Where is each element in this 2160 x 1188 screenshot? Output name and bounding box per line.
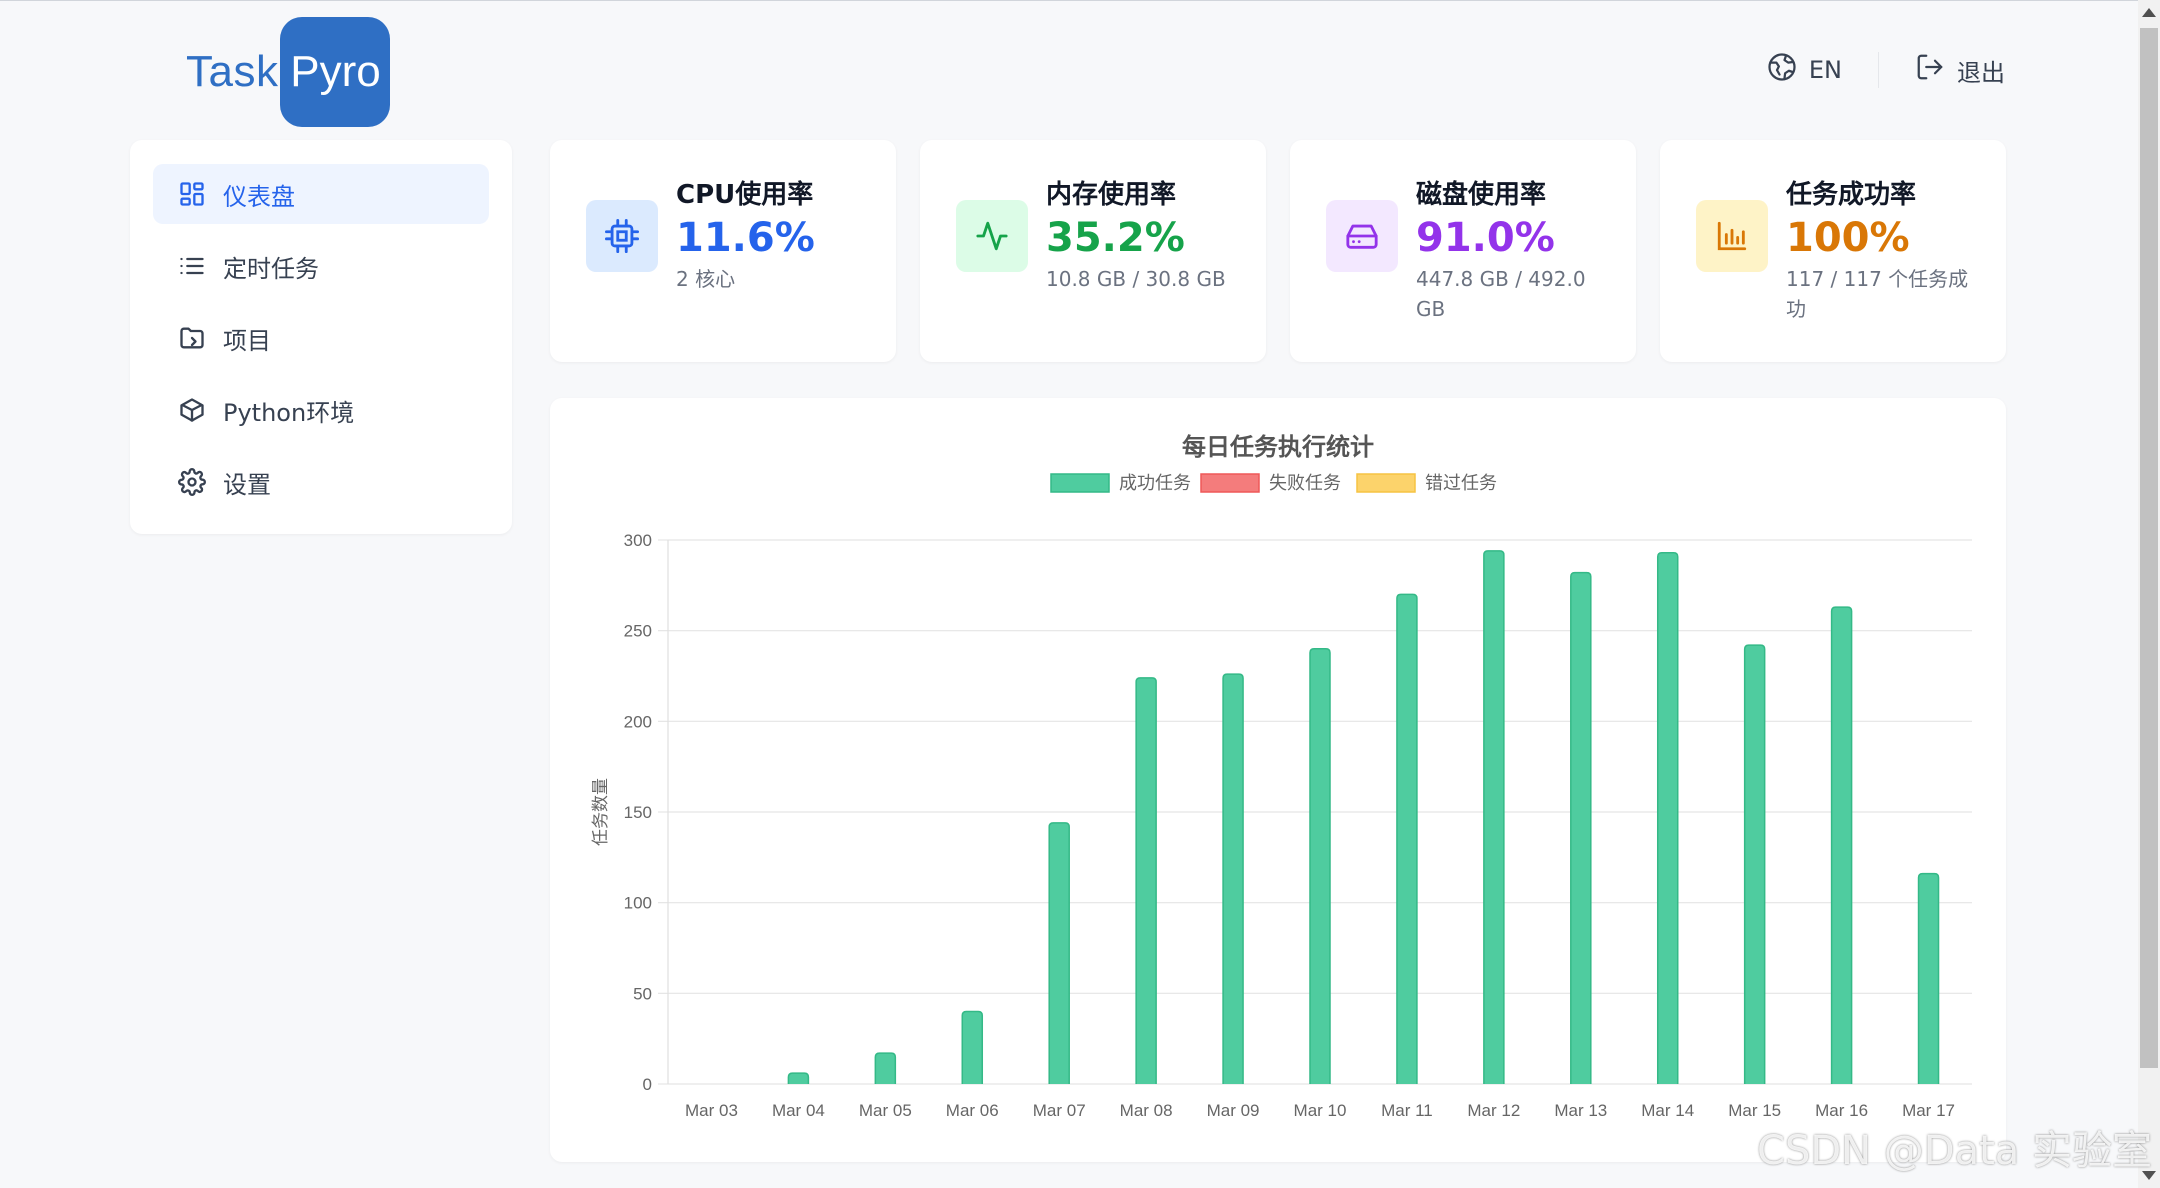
sidebar-item-settings[interactable]: 设置 xyxy=(153,452,489,512)
bar-success xyxy=(1309,648,1331,1084)
cpu-icon xyxy=(586,200,658,272)
sidebar-item-python-env[interactable]: Python环境 xyxy=(153,380,489,440)
x-tick-label: Mar 12 xyxy=(1467,1101,1520,1120)
stat-subtext: 10.8 GB / 30.8 GB xyxy=(1046,267,1226,291)
y-tick-label: 150 xyxy=(624,803,652,822)
legend-label: 错过任务 xyxy=(1425,473,1497,493)
bar-success xyxy=(1048,822,1070,1084)
x-tick-label: Mar 10 xyxy=(1294,1101,1347,1120)
legend-swatch xyxy=(1200,473,1260,493)
activity-icon xyxy=(956,200,1028,272)
folder-icon xyxy=(175,321,209,355)
bar-success xyxy=(1396,593,1418,1084)
list-icon xyxy=(175,249,209,283)
header-divider xyxy=(1878,52,1879,88)
scrollbar-thumb[interactable] xyxy=(2140,28,2158,1068)
cube-icon xyxy=(175,393,209,427)
language-label: EN xyxy=(1808,56,1842,84)
sidebar-item-label: 仪表盘 xyxy=(223,182,295,211)
x-tick-label: Mar 03 xyxy=(685,1101,738,1120)
x-tick-label: Mar 09 xyxy=(1207,1101,1260,1120)
sidebar-item-label: 项目 xyxy=(223,326,271,355)
stat-subtext: 2 核心 xyxy=(676,267,736,291)
sidebar-item-label: 定时任务 xyxy=(223,254,319,283)
x-tick-label: Mar 14 xyxy=(1641,1101,1694,1120)
x-tick-label: Mar 06 xyxy=(946,1101,999,1120)
x-tick-label: Mar 04 xyxy=(772,1101,825,1120)
stat-card-success-rate: 任务成功率 100% 117 / 117 个任务成功 xyxy=(1660,140,2006,362)
x-tick-label: Mar 05 xyxy=(859,1101,912,1120)
x-tick-label: Mar 17 xyxy=(1902,1101,1955,1120)
stat-subtext: 447.8 GB / 492.0 GB xyxy=(1416,267,1586,321)
sidebar-item-label: 设置 xyxy=(223,470,271,499)
chart-title: 每日任务执行统计 xyxy=(1182,433,1374,461)
bar-chart-icon xyxy=(1696,200,1768,272)
x-tick-label: Mar 07 xyxy=(1033,1101,1086,1120)
bar-success xyxy=(1135,677,1157,1084)
y-tick-label: 100 xyxy=(624,894,652,913)
sidebar-item-dashboard[interactable]: 仪表盘 xyxy=(153,164,489,224)
y-tick-label: 0 xyxy=(643,1075,652,1094)
y-tick-label: 250 xyxy=(624,622,652,641)
bar-success xyxy=(1656,551,1679,1084)
stat-value: 11.6% xyxy=(676,215,815,261)
x-tick-label: Mar 13 xyxy=(1554,1101,1607,1120)
y-axis-label: 任务数量 xyxy=(591,778,610,846)
watermark: CSDN @Data 实验室 xyxy=(1757,1128,2152,1174)
stat-title: 内存使用率 xyxy=(1046,180,1177,210)
stat-value: 91.0% xyxy=(1416,215,1555,261)
stat-card-memory: 内存使用率 35.2% 10.8 GB / 30.8 GB xyxy=(920,140,1266,362)
legend-swatch xyxy=(1356,473,1416,493)
bar-success xyxy=(1222,673,1244,1084)
page-scrollbar[interactable] xyxy=(2138,0,2160,1188)
y-tick-label: 300 xyxy=(624,531,652,550)
bar-success xyxy=(1917,872,1940,1084)
bar-success xyxy=(1830,606,1853,1084)
bar-success xyxy=(961,1010,984,1084)
sidebar-item-label: Python环境 xyxy=(223,398,355,427)
bar-success xyxy=(1570,571,1592,1084)
sidebar-item-scheduled-tasks[interactable]: 定时任务 xyxy=(153,236,489,296)
globe-icon xyxy=(1767,52,1797,88)
top-border xyxy=(0,0,2160,1)
hard-drive-icon xyxy=(1326,200,1398,272)
stat-card-cpu: CPU使用率 11.6% 2 核心 xyxy=(550,140,896,362)
bar-success xyxy=(1743,644,1766,1084)
stat-title: CPU使用率 xyxy=(676,180,814,210)
scroll-down-icon[interactable] xyxy=(2142,1171,2156,1180)
logo-text-pyro: Pyro xyxy=(280,17,391,127)
stat-title: 磁盘使用率 xyxy=(1416,180,1547,210)
x-tick-label: Mar 15 xyxy=(1728,1101,1781,1120)
stat-card-disk: 磁盘使用率 91.0% 447.8 GB / 492.0 GB xyxy=(1290,140,1636,362)
logout-icon xyxy=(1915,52,1945,88)
logout-button[interactable]: 退出 xyxy=(1915,52,2005,88)
sidebar: 仪表盘 定时任务 项目 Python环境 xyxy=(130,140,512,534)
stat-subtext: 117 / 117 个任务成功 xyxy=(1786,267,1969,321)
stat-title: 任务成功率 xyxy=(1786,180,1917,210)
x-tick-label: Mar 11 xyxy=(1381,1101,1433,1120)
stat-value: 35.2% xyxy=(1046,215,1185,261)
dashboard-icon xyxy=(175,177,209,211)
logout-label: 退出 xyxy=(1957,58,2005,87)
scroll-up-icon[interactable] xyxy=(2142,8,2156,17)
x-tick-label: Mar 08 xyxy=(1120,1101,1173,1120)
stat-value: 100% xyxy=(1786,215,1910,261)
y-tick-label: 200 xyxy=(624,712,652,731)
bar-success xyxy=(874,1052,897,1084)
bar-success xyxy=(787,1072,810,1084)
y-tick-label: 50 xyxy=(633,984,652,1003)
app-logo[interactable]: Task Pyro xyxy=(186,17,391,127)
x-tick-label: Mar 16 xyxy=(1815,1101,1868,1120)
header-actions: EN 退出 xyxy=(1767,52,2005,88)
legend-label: 成功任务 xyxy=(1119,473,1191,493)
bar-success xyxy=(1483,550,1505,1084)
gear-icon xyxy=(175,465,209,499)
sidebar-item-projects[interactable]: 项目 xyxy=(153,308,489,368)
daily-task-chart-card: 每日任务执行统计成功任务 失败任务 错过任务 0 50 100 150 200 250 300 任务… xyxy=(550,398,2006,1162)
logo-text-task: Task xyxy=(186,47,279,96)
legend-label: 失败任务 xyxy=(1269,473,1341,493)
language-switch-button[interactable]: EN xyxy=(1767,52,1842,88)
legend-swatch xyxy=(1050,473,1110,493)
